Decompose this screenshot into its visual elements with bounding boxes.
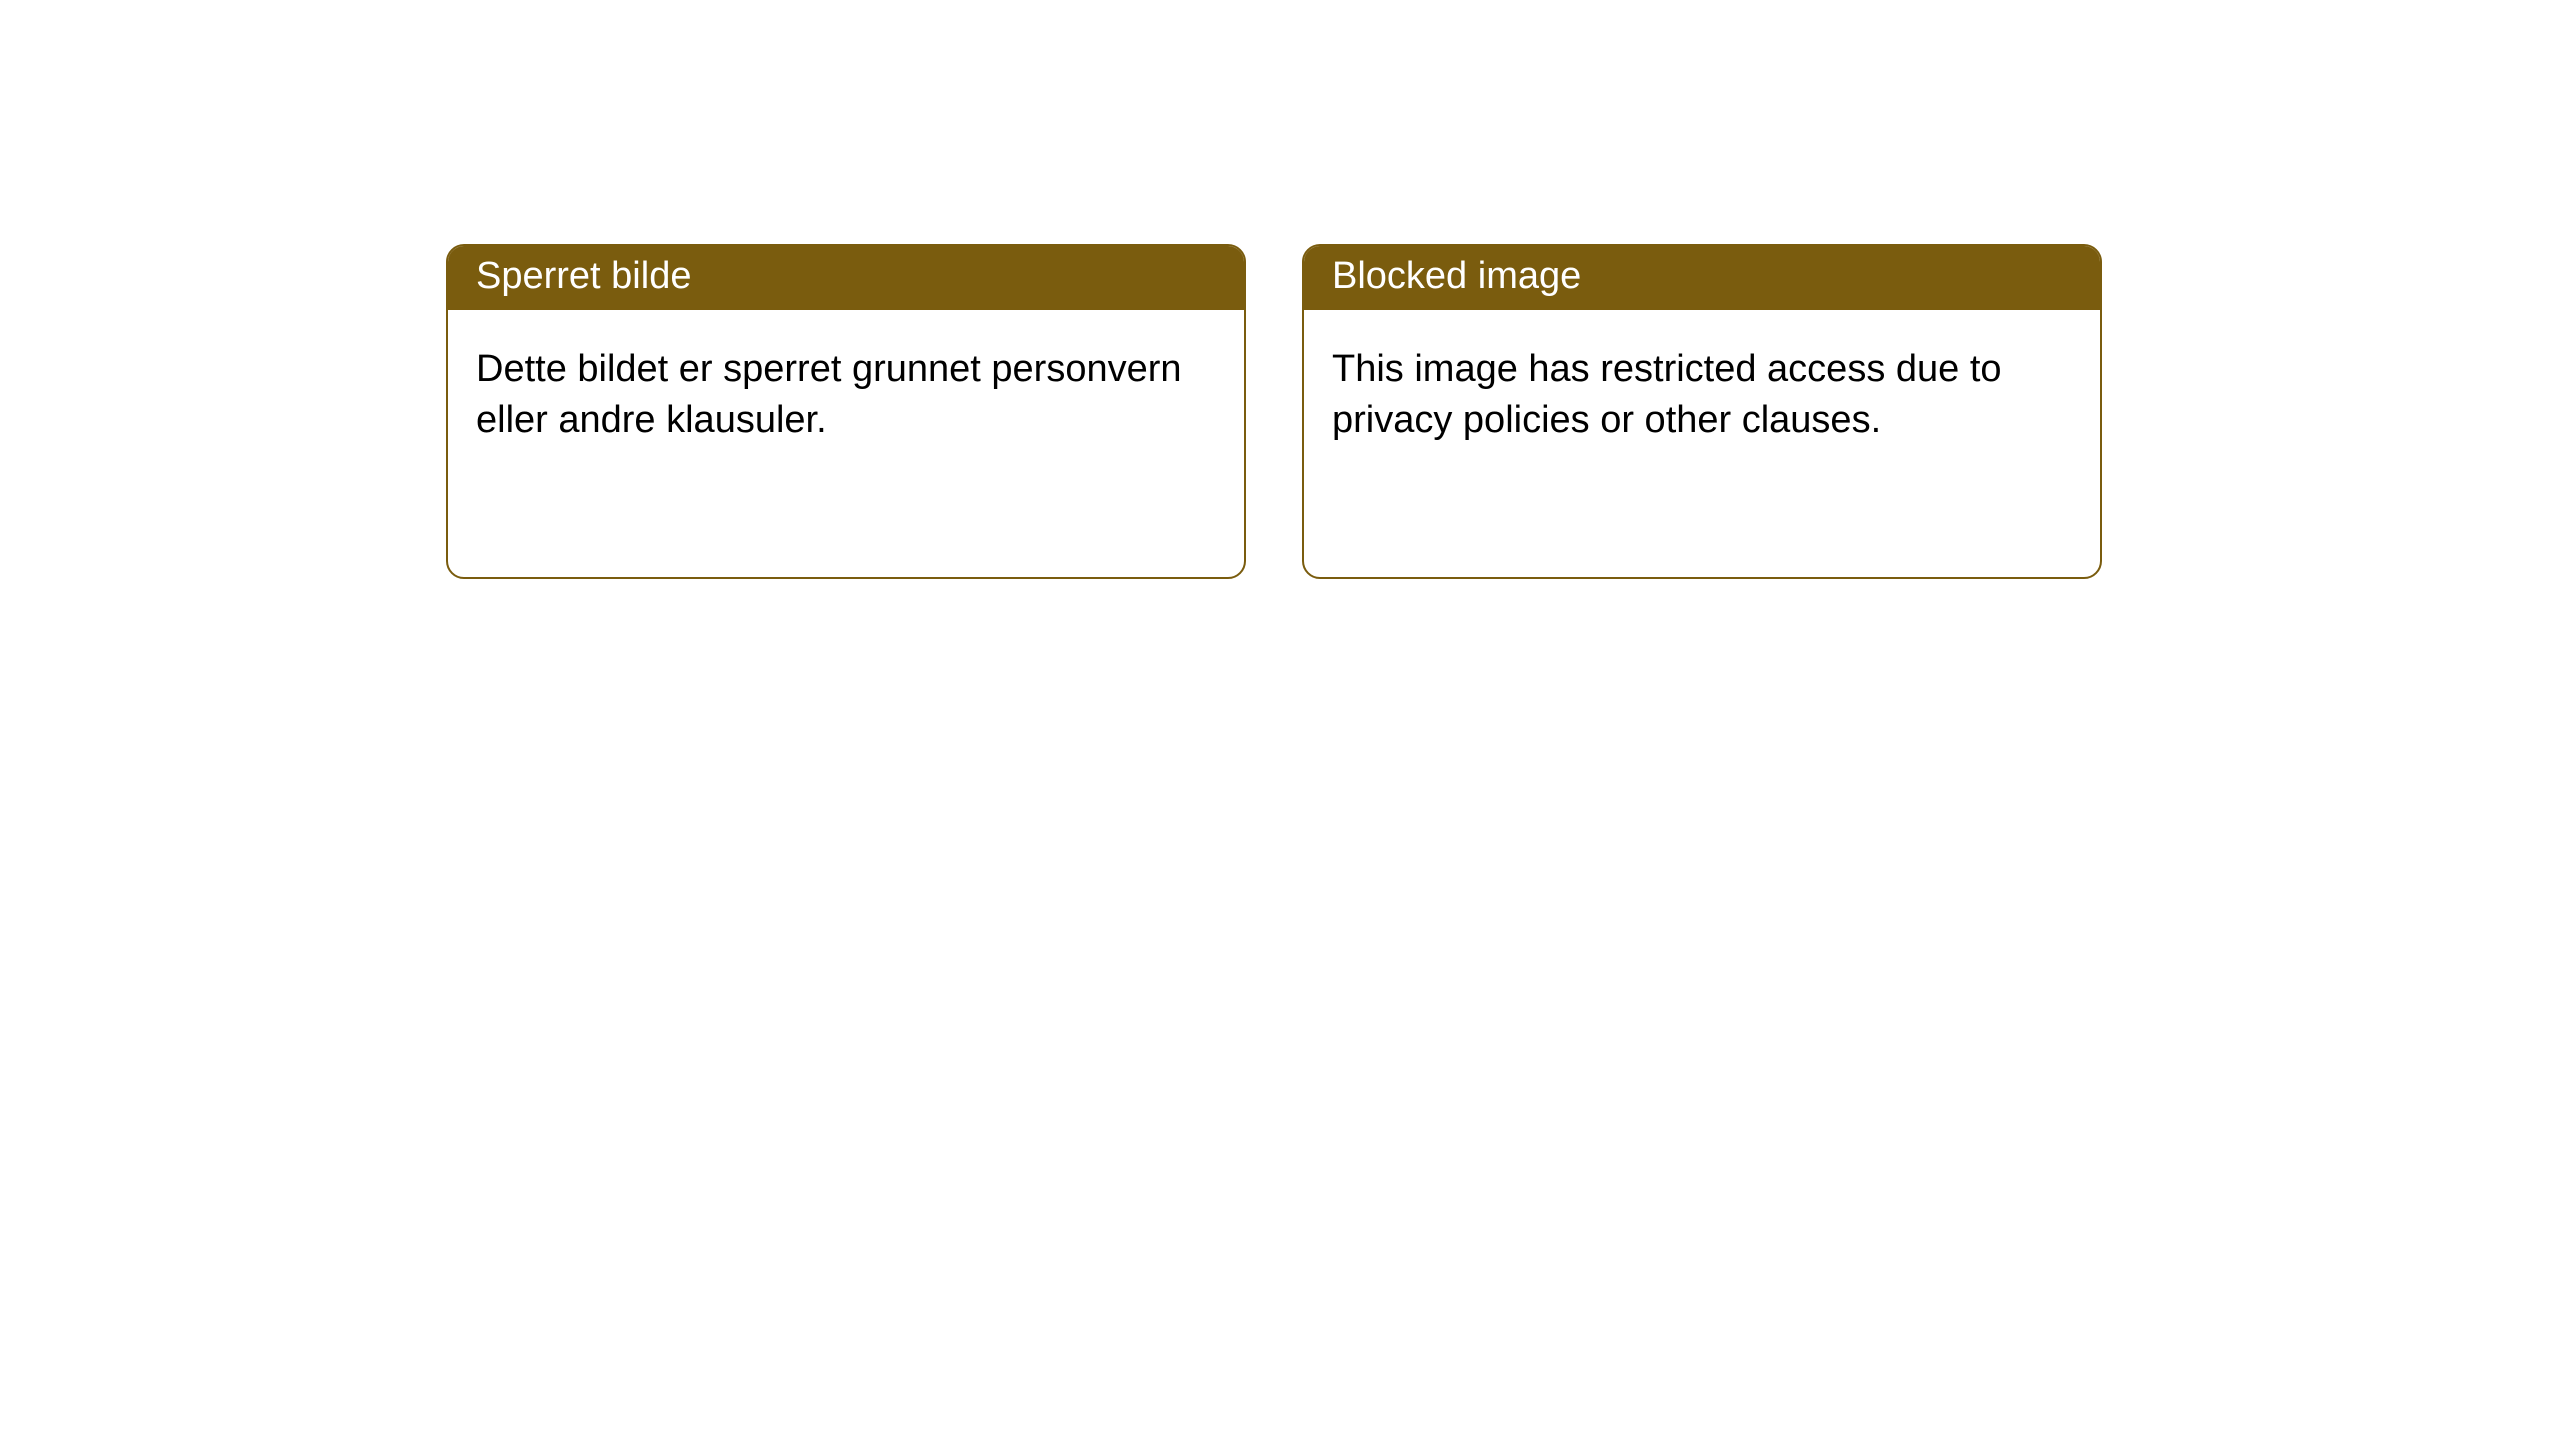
notice-title-english: Blocked image bbox=[1304, 246, 2100, 310]
notice-card-norwegian: Sperret bilde Dette bildet er sperret gr… bbox=[446, 244, 1246, 579]
notice-title-norwegian: Sperret bilde bbox=[448, 246, 1244, 310]
notice-card-english: Blocked image This image has restricted … bbox=[1302, 244, 2102, 579]
notice-body-english: This image has restricted access due to … bbox=[1304, 310, 2100, 481]
notice-container: Sperret bilde Dette bildet er sperret gr… bbox=[446, 244, 2102, 579]
notice-body-norwegian: Dette bildet er sperret grunnet personve… bbox=[448, 310, 1244, 481]
